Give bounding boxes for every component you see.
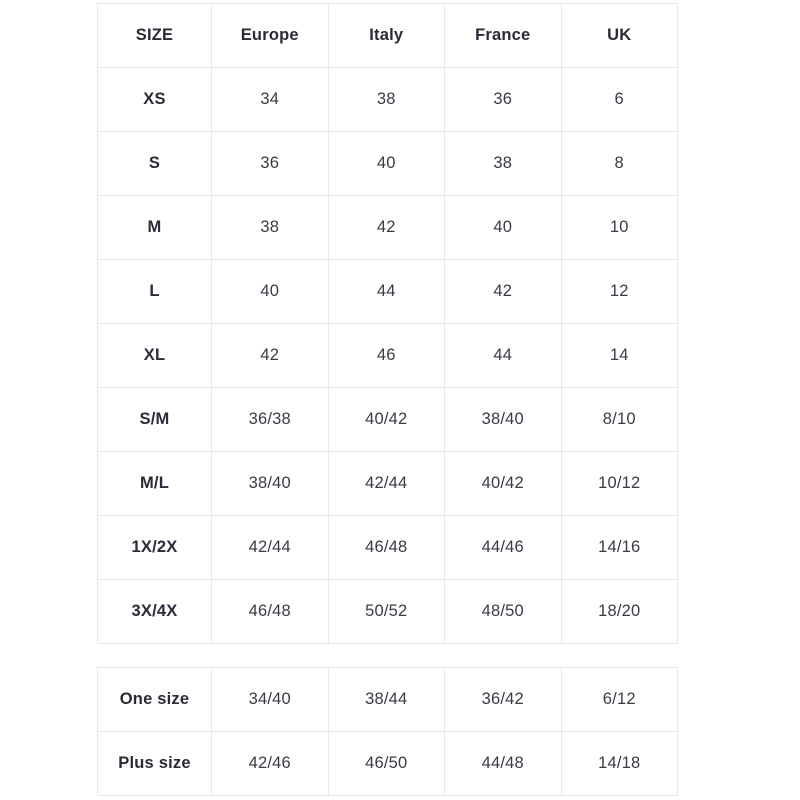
cell-italy: 46/48 <box>327 515 445 580</box>
cell-france: 38 <box>444 131 562 196</box>
cell-france: 40/42 <box>444 451 562 516</box>
cell-uk: 10 <box>560 195 678 260</box>
one-size-plus-size-table: One size 34/40 38/44 36/42 6/12 Plus siz… <box>97 667 678 796</box>
cell-france: 42 <box>444 259 562 324</box>
table-row: L 40 44 42 12 <box>97 259 678 324</box>
cell-uk: 8/10 <box>560 387 678 452</box>
row-label: M <box>97 195 212 260</box>
row-label: Plus size <box>97 731 212 796</box>
row-label: One size <box>97 667 212 732</box>
cell-uk: 8 <box>560 131 678 196</box>
table-row: 1X/2X 42/44 46/48 44/46 14/16 <box>97 515 678 580</box>
column-header-france: France <box>444 3 562 68</box>
column-header-italy: Italy <box>327 3 445 68</box>
row-label: 3X/4X <box>97 579 212 644</box>
cell-italy: 40/42 <box>327 387 445 452</box>
cell-europe: 40 <box>211 259 329 324</box>
cell-europe: 38 <box>211 195 329 260</box>
table-row: Plus size 42/46 46/50 44/48 14/18 <box>97 731 678 796</box>
table-row: 3X/4X 46/48 50/52 48/50 18/20 <box>97 579 678 644</box>
cell-europe: 36/38 <box>211 387 329 452</box>
row-label: S/M <box>97 387 212 452</box>
cell-uk: 18/20 <box>560 579 678 644</box>
cell-france: 48/50 <box>444 579 562 644</box>
cell-uk: 14 <box>560 323 678 388</box>
row-label: M/L <box>97 451 212 516</box>
cell-europe: 36 <box>211 131 329 196</box>
cell-uk: 12 <box>560 259 678 324</box>
column-header-uk: UK <box>560 3 678 68</box>
cell-europe: 34 <box>211 67 329 132</box>
header-row: SIZE Europe Italy France UK <box>97 3 678 68</box>
cell-europe: 46/48 <box>211 579 329 644</box>
size-conversion-table: SIZE Europe Italy France UK XS 34 38 36 … <box>97 3 678 644</box>
cell-europe: 42 <box>211 323 329 388</box>
cell-italy: 38 <box>327 67 445 132</box>
cell-italy: 42 <box>327 195 445 260</box>
table-row: S 36 40 38 8 <box>97 131 678 196</box>
cell-france: 44 <box>444 323 562 388</box>
cell-italy: 38/44 <box>327 667 445 732</box>
table-row: M 38 42 40 10 <box>97 195 678 260</box>
cell-france: 38/40 <box>444 387 562 452</box>
cell-france: 36 <box>444 67 562 132</box>
cell-italy: 44 <box>327 259 445 324</box>
cell-uk: 14/18 <box>560 731 678 796</box>
cell-france: 40 <box>444 195 562 260</box>
column-header-size: SIZE <box>97 3 212 68</box>
row-label: XL <box>97 323 212 388</box>
row-label: S <box>97 131 212 196</box>
cell-italy: 46/50 <box>327 731 445 796</box>
table-row: M/L 38/40 42/44 40/42 10/12 <box>97 451 678 516</box>
table-body: One size 34/40 38/44 36/42 6/12 Plus siz… <box>97 667 678 796</box>
cell-uk: 6/12 <box>560 667 678 732</box>
cell-europe: 38/40 <box>211 451 329 516</box>
cell-italy: 46 <box>327 323 445 388</box>
cell-france: 36/42 <box>444 667 562 732</box>
cell-italy: 40 <box>327 131 445 196</box>
row-label: 1X/2X <box>97 515 212 580</box>
table-row: One size 34/40 38/44 36/42 6/12 <box>97 667 678 732</box>
row-label: XS <box>97 67 212 132</box>
cell-europe: 34/40 <box>211 667 329 732</box>
table-header: SIZE Europe Italy France UK <box>97 3 678 68</box>
cell-italy: 42/44 <box>327 451 445 516</box>
cell-italy: 50/52 <box>327 579 445 644</box>
table-row: S/M 36/38 40/42 38/40 8/10 <box>97 387 678 452</box>
cell-uk: 6 <box>560 67 678 132</box>
cell-france: 44/46 <box>444 515 562 580</box>
table-body: XS 34 38 36 6 S 36 40 38 8 M 38 42 40 10 <box>97 67 678 644</box>
column-header-europe: Europe <box>211 3 329 68</box>
cell-uk: 10/12 <box>560 451 678 516</box>
cell-europe: 42/46 <box>211 731 329 796</box>
row-label: L <box>97 259 212 324</box>
cell-uk: 14/16 <box>560 515 678 580</box>
table-row: XS 34 38 36 6 <box>97 67 678 132</box>
cell-france: 44/48 <box>444 731 562 796</box>
cell-europe: 42/44 <box>211 515 329 580</box>
table-row: XL 42 46 44 14 <box>97 323 678 388</box>
